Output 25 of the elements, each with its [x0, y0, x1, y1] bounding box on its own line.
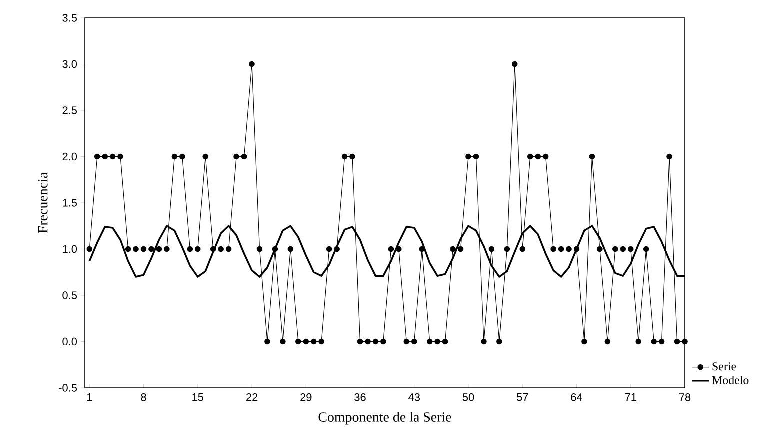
y-tick-label: 1.0	[63, 245, 78, 254]
x-tick-label: 36	[354, 394, 366, 402]
y-tick-label: 3.5	[62, 14, 78, 22]
legend-label: Serie	[712, 362, 736, 371]
y-tick-label: 1.5	[63, 199, 78, 207]
y-tick-label: 2.0	[62, 152, 78, 161]
x-tick-label: 71	[625, 394, 636, 402]
y-tick-label: 0.0	[62, 338, 78, 346]
y-axis-title: Frecuencia	[38, 172, 48, 234]
x-tick-label: 64	[571, 394, 583, 402]
x-axis-title: Componente de la Serie	[318, 412, 452, 425]
legend-label: Modelo	[712, 376, 749, 384]
x-tick-label: 1	[87, 394, 92, 402]
x-tick-label: 50	[462, 394, 474, 402]
y-tick-label: 3.0	[62, 60, 78, 68]
x-tick-label: 43	[408, 394, 420, 402]
x-tick-label: 22	[246, 394, 258, 402]
y-tick-label: -0.5	[59, 384, 78, 392]
x-tick-label: 15	[192, 394, 204, 402]
y-tick-label: 0.5	[62, 292, 78, 300]
x-tick-label: 29	[300, 394, 312, 402]
x-tick-label: 8	[141, 394, 146, 402]
y-tick-label: 2.5	[62, 106, 78, 114]
x-tick-label: 57	[516, 394, 528, 402]
x-tick-label: 78	[679, 394, 691, 402]
